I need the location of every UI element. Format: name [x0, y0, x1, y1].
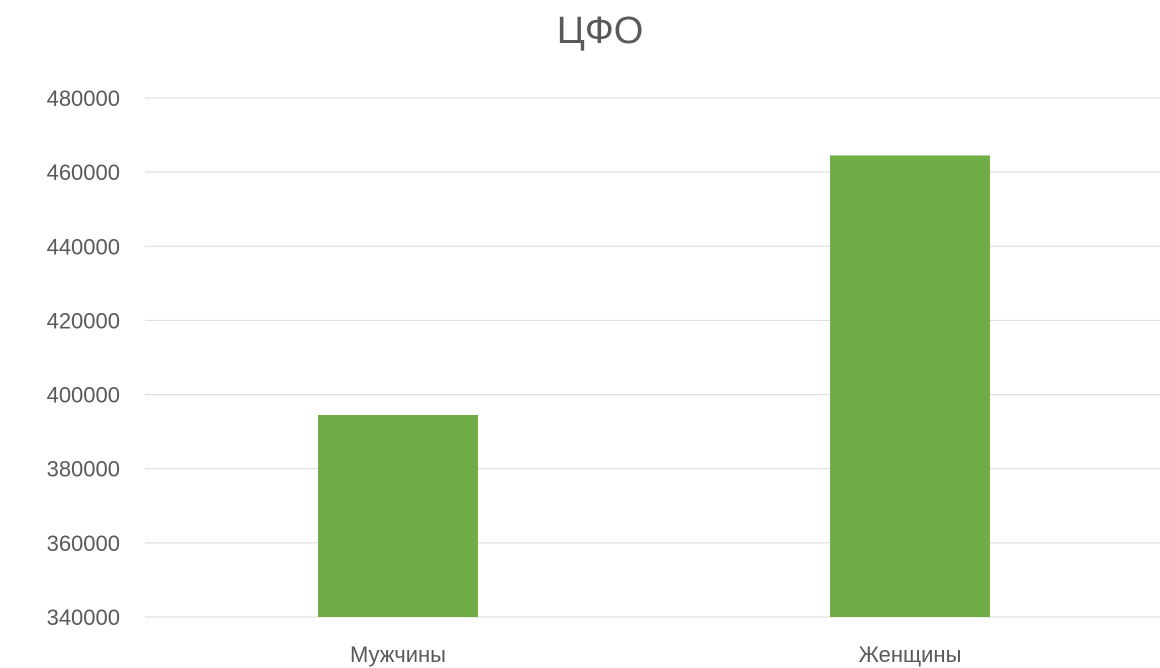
x-category-label: Женщины	[859, 642, 962, 667]
x-category-label: Мужчины	[350, 642, 446, 667]
y-tick-label: 440000	[47, 234, 120, 259]
bar-women	[830, 155, 990, 618]
chart-title: ЦФО	[556, 10, 644, 52]
y-tick-label: 380000	[47, 457, 120, 482]
y-tick-label: 360000	[47, 531, 120, 556]
bar-men	[318, 414, 478, 617]
y-tick-label: 340000	[47, 605, 120, 630]
y-tick-label: 460000	[47, 160, 120, 185]
y-tick-label: 400000	[47, 383, 120, 408]
y-tick-label: 480000	[47, 86, 120, 111]
y-tick-label: 420000	[47, 308, 120, 333]
